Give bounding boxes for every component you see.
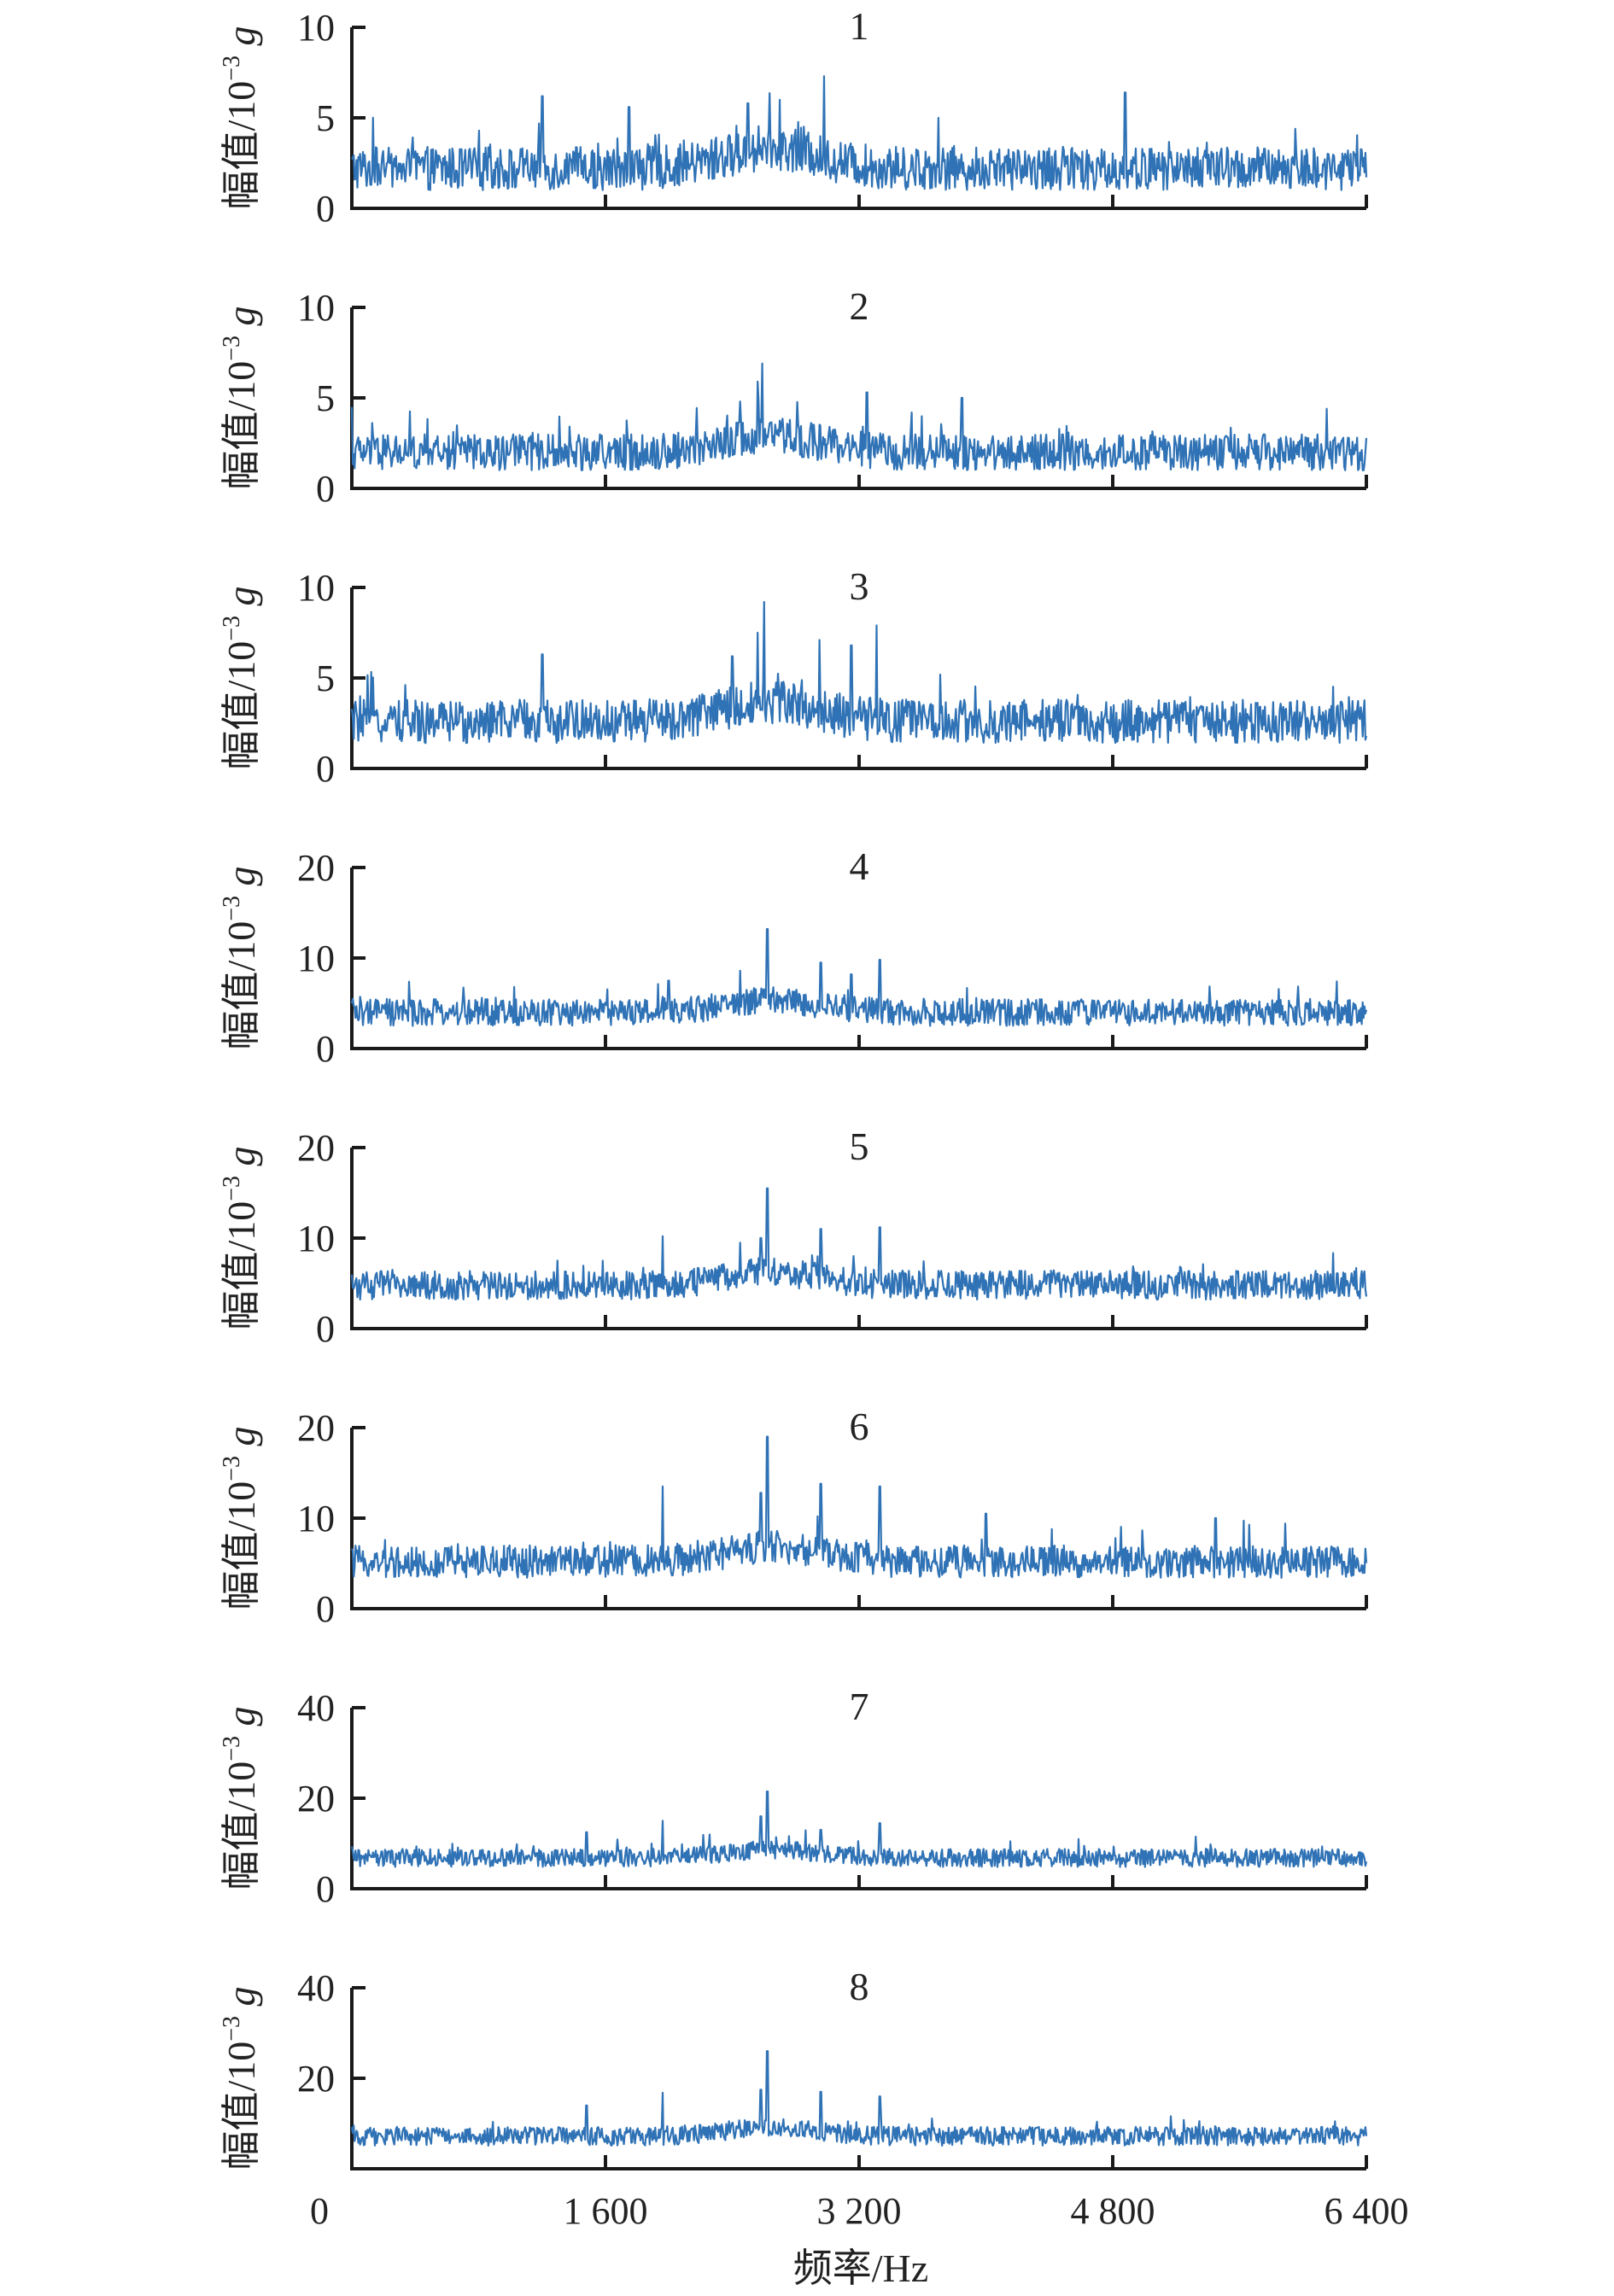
y-axis-title: 幅值/10−3 g: [219, 1986, 263, 2170]
spectrum-line-8: [350, 2050, 1368, 2147]
y-tick-label: 20: [297, 1778, 335, 1820]
spectrum-line-7: [350, 1791, 1368, 1868]
x-tick-label: 1 600: [564, 2190, 648, 2232]
y-tick-label: 20: [297, 2058, 335, 2100]
panel-6: 0 10 20 6 幅值/10−3 g: [219, 1405, 1368, 1630]
y-axis-title: 幅值/10−3 g: [219, 26, 263, 209]
y-tick-label: 20: [297, 1127, 335, 1169]
y-axis-title: 幅值/10−3 g: [219, 1426, 263, 1610]
y-axis-title: 幅值/10−3 g: [219, 586, 263, 769]
panels-group: 0 5 10 1 幅值/10−3 g 0 5 10 2 幅值/10−3 g 0 5 10 3 幅值/10−3…: [219, 4, 1368, 2170]
spectrum-line-5: [350, 1187, 1368, 1301]
x-axis-title: 频率/Hz: [793, 2246, 928, 2290]
y-axis-title: 幅值/10−3 g: [219, 866, 263, 1049]
panel-5: 0 10 20 5 幅值/10−3 g: [219, 1125, 1368, 1350]
y-tick-label: 0: [316, 748, 335, 790]
y-tick-label: 20: [297, 1407, 335, 1449]
y-tick-label: 10: [297, 938, 335, 979]
spectrum-line-4: [350, 927, 1368, 1027]
y-axis-title: 幅值/10−3 g: [219, 306, 263, 489]
panel-label: 5: [850, 1125, 869, 1168]
y-tick-label: 0: [316, 1028, 335, 1070]
panel-label: 2: [850, 284, 869, 328]
spectrum-line-1: [351, 75, 1368, 191]
y-tick-label: 40: [297, 1687, 335, 1729]
y-tick-label: 10: [297, 1498, 335, 1539]
y-tick-label: 0: [316, 468, 335, 510]
panel-8: 20 40 8 幅值/10−3 g: [219, 1965, 1368, 2170]
y-tick-label: 10: [297, 1218, 335, 1259]
y-tick-label: 10: [297, 7, 335, 49]
panel-label: 6: [850, 1405, 869, 1448]
y-tick-label: 0: [316, 1308, 335, 1350]
y-tick-label: 0: [316, 1868, 335, 1910]
y-tick-label: 5: [316, 97, 335, 139]
y-tick-label: 10: [297, 287, 335, 329]
panel-1: 0 5 10 1 幅值/10−3 g: [219, 4, 1368, 230]
spectrum-line-3: [350, 600, 1368, 745]
y-tick-label: 0: [316, 1588, 335, 1630]
y-tick-label: 40: [297, 1967, 335, 2009]
panel-label: 4: [850, 844, 869, 888]
panel-3: 0 5 10 3 幅值/10−3 g: [219, 564, 1368, 790]
y-tick-label: 20: [297, 847, 335, 889]
spectrum-line-6: [350, 1435, 1368, 1580]
y-axis-title: 幅值/10−3 g: [219, 1146, 263, 1329]
x-tick-label: 4 800: [1071, 2190, 1155, 2232]
spectrum-line-2: [350, 362, 1368, 471]
y-tick-label: 0: [316, 188, 335, 230]
panel-label: 7: [850, 1685, 869, 1728]
panel-4: 0 10 20 4 幅值/10−3 g: [219, 844, 1368, 1070]
x-tick-label: 3 200: [817, 2190, 902, 2232]
panel-7: 0 20 40 7 幅值/10−3 g: [219, 1685, 1368, 1910]
x-axis: 0 1 600 3 200 4 800 6 400: [310, 2190, 1409, 2232]
panel-label: 1: [850, 4, 869, 48]
panel-label: 3: [850, 564, 869, 608]
y-tick-label: 10: [297, 567, 335, 609]
panel-label: 8: [850, 1965, 869, 2008]
x-tick-label: 6 400: [1325, 2190, 1409, 2232]
y-axis-title: 幅值/10−3 g: [219, 1706, 263, 1890]
panel-2: 0 5 10 2 幅值/10−3 g: [219, 284, 1368, 510]
y-tick-label: 5: [316, 657, 335, 699]
y-tick-label: 5: [316, 377, 335, 419]
x-tick-label: 0: [310, 2190, 329, 2232]
